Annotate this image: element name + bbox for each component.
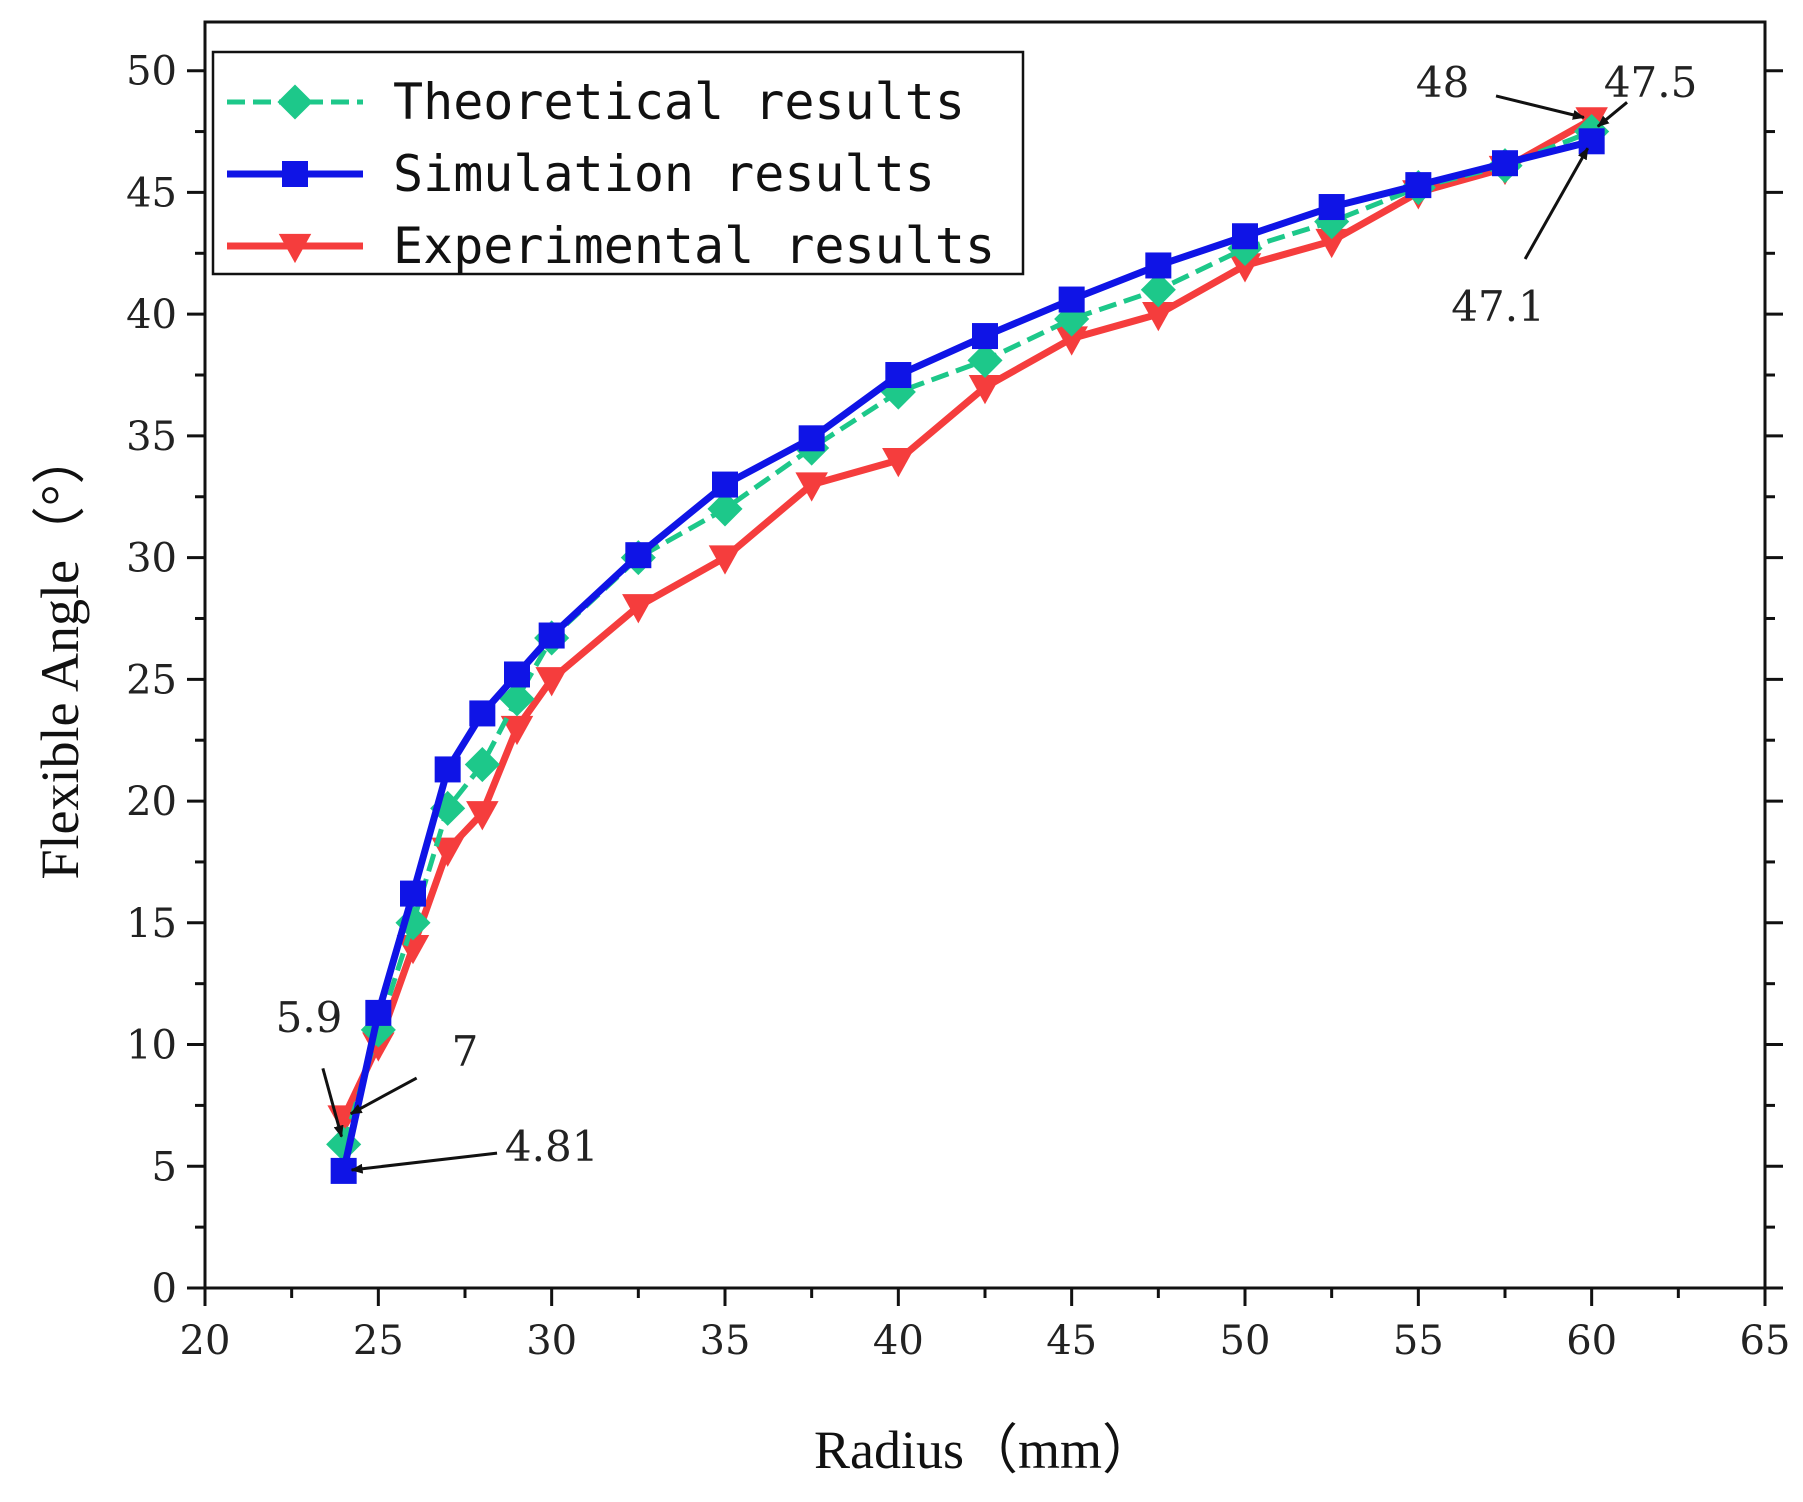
y-tick-label: 5 bbox=[152, 1144, 177, 1190]
data-point bbox=[535, 667, 568, 697]
data-point bbox=[1228, 253, 1262, 283]
data-point bbox=[500, 715, 534, 746]
x-tick-label: 50 bbox=[1220, 1318, 1271, 1364]
annotation-label: 47.5 bbox=[1604, 58, 1698, 107]
y-tick-label: 45 bbox=[126, 170, 177, 216]
y-tick-label: 15 bbox=[126, 901, 177, 947]
data-point bbox=[1058, 286, 1085, 313]
data-point bbox=[885, 362, 912, 389]
y-tick-label: 10 bbox=[126, 1023, 177, 1069]
data-point bbox=[469, 700, 496, 727]
data-point bbox=[1405, 172, 1432, 199]
data-point bbox=[499, 681, 535, 717]
annotation-label: 48 bbox=[1416, 58, 1469, 107]
annotation-arrow bbox=[349, 1076, 418, 1116]
x-tick-label: 65 bbox=[1740, 1318, 1791, 1364]
data-point bbox=[1055, 326, 1088, 356]
annotation-label: 47.1 bbox=[1451, 282, 1545, 331]
legend-label: Simulation results bbox=[393, 145, 935, 203]
annotation-label: 7 bbox=[452, 1027, 479, 1076]
data-point bbox=[968, 375, 1002, 405]
x-tick-label: 30 bbox=[526, 1318, 577, 1364]
legend-box bbox=[211, 50, 1025, 276]
y-tick-label: 35 bbox=[126, 414, 177, 460]
data-point bbox=[707, 491, 743, 527]
data-point bbox=[504, 661, 530, 688]
data-point bbox=[622, 594, 655, 624]
series-line bbox=[340, 137, 1593, 1172]
legend: Theoretical results Simulation results Exp… bbox=[211, 50, 1025, 276]
y-axis-title: Flexible Angle（°） bbox=[30, 430, 90, 879]
annotation-arrow bbox=[1596, 101, 1628, 128]
legend-marker bbox=[278, 233, 312, 264]
data-point bbox=[1492, 150, 1518, 177]
series-layer bbox=[326, 107, 1610, 1184]
data-point bbox=[466, 801, 499, 831]
data-point bbox=[1232, 223, 1258, 250]
annotation-label: 5.9 bbox=[276, 993, 343, 1042]
data-point bbox=[538, 622, 565, 649]
data-point bbox=[712, 471, 738, 498]
data-point bbox=[1318, 194, 1345, 221]
data-point bbox=[882, 448, 915, 478]
y-tick-label: 50 bbox=[126, 49, 177, 95]
axes-layer: 20 25 30 35 40 45 50 55 60 65 0 5 10 15 20 25 30 35 40 45 50 bbox=[126, 20, 1791, 1364]
data-point bbox=[798, 425, 825, 452]
data-point bbox=[434, 756, 461, 783]
data-point bbox=[972, 323, 998, 350]
data-point bbox=[795, 472, 828, 502]
data-point bbox=[967, 342, 1003, 378]
annotation-arrow bbox=[1523, 147, 1590, 260]
legend-label: Experimental results bbox=[393, 217, 995, 275]
data-point bbox=[708, 545, 742, 575]
legend-label: Theoretical results bbox=[393, 73, 965, 131]
data-point bbox=[400, 880, 426, 907]
annotation-arrow bbox=[1495, 94, 1585, 120]
x-tick-label: 20 bbox=[180, 1318, 231, 1364]
x-tick-label: 25 bbox=[353, 1318, 404, 1364]
x-tick-label: 40 bbox=[873, 1318, 924, 1364]
data-point bbox=[1140, 272, 1176, 308]
x-tick-label: 60 bbox=[1566, 1318, 1617, 1364]
legend-marker bbox=[282, 161, 308, 187]
x-axis-title: Radius（mm） bbox=[814, 1420, 1156, 1480]
data-point bbox=[1315, 228, 1348, 259]
y-tick-label: 40 bbox=[126, 292, 177, 338]
data-point bbox=[1145, 252, 1172, 279]
y-tick-label: 25 bbox=[126, 657, 177, 703]
series-line bbox=[341, 129, 1593, 1146]
x-tick-label: 55 bbox=[1393, 1318, 1444, 1364]
data-point bbox=[431, 837, 464, 867]
x-tick-label: 35 bbox=[700, 1318, 751, 1364]
y-tick-label: 20 bbox=[126, 779, 177, 825]
annotation-layer: 5.9 7 4.81 48 47.5 47.1 bbox=[276, 58, 1698, 1174]
y-tick-label: 0 bbox=[152, 1266, 177, 1312]
data-point bbox=[1578, 128, 1605, 155]
legend-marker bbox=[277, 84, 313, 120]
data-point bbox=[1142, 301, 1175, 332]
data-point bbox=[625, 542, 652, 569]
annotation-arrow bbox=[321, 1068, 344, 1138]
annotation-label: 4.81 bbox=[505, 1122, 599, 1171]
y-tick-label: 30 bbox=[126, 536, 177, 582]
data-point bbox=[464, 747, 500, 783]
data-point bbox=[365, 999, 392, 1026]
x-tick-label: 45 bbox=[1046, 1318, 1097, 1364]
annotation-arrow bbox=[350, 1151, 498, 1174]
